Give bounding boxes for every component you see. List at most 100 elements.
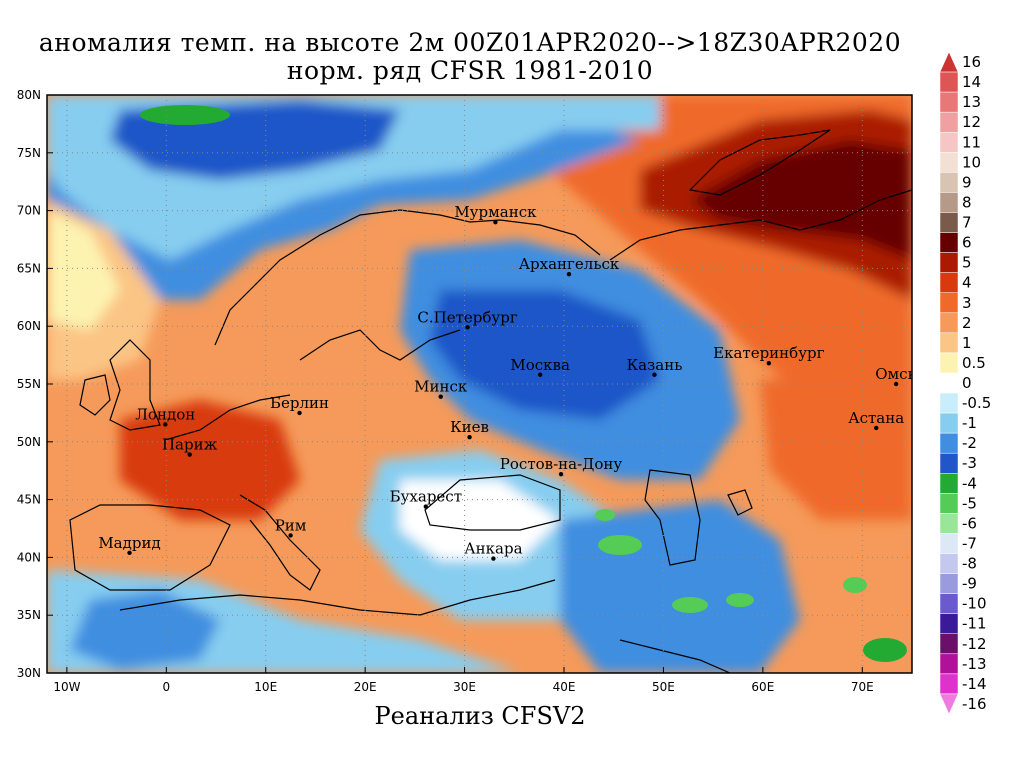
colorbar-swatch: [939, 493, 959, 514]
colorbar-label: 11: [962, 133, 981, 151]
warm-anomaly-kazakhstan: [760, 370, 912, 520]
lon-tick-label: 10E: [254, 680, 277, 694]
lon-tick-label: 10W: [53, 680, 80, 694]
colorbar-swatch: [939, 613, 959, 635]
colorbar-label: 13: [962, 93, 981, 111]
colorbar-swatch: [939, 653, 959, 675]
city-label: Мадрид: [98, 534, 160, 552]
cold-patch: [140, 105, 230, 125]
city-marker: [566, 271, 572, 277]
lon-tick-label: 70E: [851, 680, 874, 694]
city-label: Астана: [848, 409, 904, 427]
colorbar-label: 9: [962, 173, 972, 191]
city-marker: [288, 533, 293, 538]
colorbar-label: -1: [962, 414, 977, 432]
coast-novaya-zemlya: [688, 129, 831, 196]
colorbar-label: 6: [962, 234, 972, 252]
lon-tick-label: 60E: [751, 680, 774, 694]
city-marker: [438, 394, 443, 399]
coast-aral: [727, 489, 753, 516]
colorbar-label: -14: [962, 675, 987, 693]
coast-mediterranean: [119, 579, 556, 616]
colorbar-label: -4: [962, 474, 977, 492]
strong-cold-patches: [140, 105, 907, 662]
cold-patch: [672, 597, 708, 613]
colorbar-swatch: [939, 111, 959, 133]
map-axes: 10W 0 10E 20E 30E 40E 50E 60E 70E 30N 35N 40N 45N 50N…: [17, 88, 874, 694]
city-label: Минск: [414, 378, 468, 396]
coast-iberia: [69, 504, 231, 591]
city-label: Киев: [450, 418, 489, 436]
colorbar-swatch: [939, 172, 959, 193]
cold-patch: [598, 535, 642, 555]
colorbar-swatch: [939, 252, 959, 273]
city-label: Берлин: [270, 394, 329, 412]
colorbar-swatch: [939, 292, 959, 314]
cities: Мурманск Архангельск С.Петербург Москва Каза…: [98, 203, 912, 561]
colorbar-swatch: [939, 332, 959, 354]
neutral-anomaly-atlantic: [47, 210, 120, 330]
city-marker: [163, 422, 168, 427]
city-marker: [491, 556, 496, 561]
colorbar-swatch: [939, 533, 959, 554]
colorbar-swatch: [939, 91, 959, 113]
city-label: Мурманск: [454, 203, 537, 221]
cold-core-russia: [430, 290, 660, 420]
lon-tick-label: 40E: [553, 680, 576, 694]
colorbar-swatch: [939, 513, 959, 534]
city-label: Екатеринбург: [713, 344, 824, 362]
colorbar-swatch: [939, 71, 959, 93]
cold-patch: [595, 509, 615, 521]
city-label: Бухарест: [390, 488, 462, 506]
anomaly-field: Мурманск Архангельск С.Петербург Москва Каза…: [47, 95, 912, 673]
colorbar-swatch: [939, 232, 959, 253]
colorbar-label: -3: [962, 454, 977, 472]
colorbar-swatch: [939, 392, 959, 414]
map-title: аномалия темп. на высоте 2м 00Z01APR2020…: [38, 28, 902, 57]
city-marker: [874, 425, 879, 431]
coast-black-sea: [424, 474, 561, 531]
lat-tick-label: 30N: [17, 666, 41, 680]
city-marker: [127, 550, 132, 555]
colorbar-swatch: [939, 452, 959, 474]
colorbar-swatch: [939, 432, 959, 454]
colorbar-label: -11: [962, 615, 987, 633]
lat-tick-label: 80N: [17, 88, 41, 102]
city-marker: [423, 504, 429, 509]
map-subtitle: норм. ряд CFSR 1981-2010: [286, 56, 654, 85]
neutral-anomaly-anatolia: [400, 480, 560, 560]
city-marker: [893, 381, 899, 387]
colorbar-swatch: [939, 212, 959, 233]
colorbar-label: 4: [962, 274, 972, 292]
colorbar-swatch: [939, 312, 959, 334]
colorbar: 16 14 13 12 11 10 9 8 7 6 5 4 3 2 1 0.5 0 -0.5 -1 -2 -3 -4 -5 -…: [939, 51, 991, 715]
city-label: Париж: [162, 436, 218, 454]
lat-tick-label: 75N: [17, 146, 41, 160]
colorbar-label: 16: [962, 53, 981, 71]
city-label: Архангельск: [519, 255, 620, 273]
colorbar-swatch: [939, 553, 959, 574]
colorbar-label: -8: [962, 555, 977, 573]
city-marker: [187, 452, 192, 457]
colorbar-label: -0.5: [962, 394, 991, 412]
city-label: Ростов-на-Дону: [500, 455, 623, 473]
colorbar-label: 1: [962, 334, 972, 352]
colorbar-label: -2: [962, 434, 977, 452]
coast-arctic-russia: [609, 189, 912, 261]
coast-baltic: [299, 329, 461, 361]
lat-tick-label: 50N: [17, 435, 41, 449]
colorbar-swatch: [939, 352, 959, 374]
warm-anomaly-western-europe: [120, 400, 300, 520]
coastlines: [69, 129, 912, 673]
city-marker: [467, 434, 472, 440]
colorbar-swatch: [939, 593, 959, 614]
colorbar-label: 12: [962, 113, 981, 131]
coast-britain: [109, 339, 161, 431]
city-label: Анкара: [464, 540, 522, 558]
colorbar-label: 7: [962, 214, 972, 232]
coast-caspian: [644, 469, 701, 566]
colorbar-label: 0.5: [962, 354, 986, 372]
colorbar-swatch: [939, 673, 959, 695]
lat-tick-label: 45N: [17, 493, 41, 507]
